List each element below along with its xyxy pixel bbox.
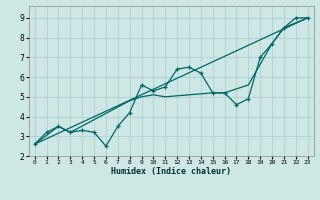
X-axis label: Humidex (Indice chaleur): Humidex (Indice chaleur) — [111, 167, 231, 176]
